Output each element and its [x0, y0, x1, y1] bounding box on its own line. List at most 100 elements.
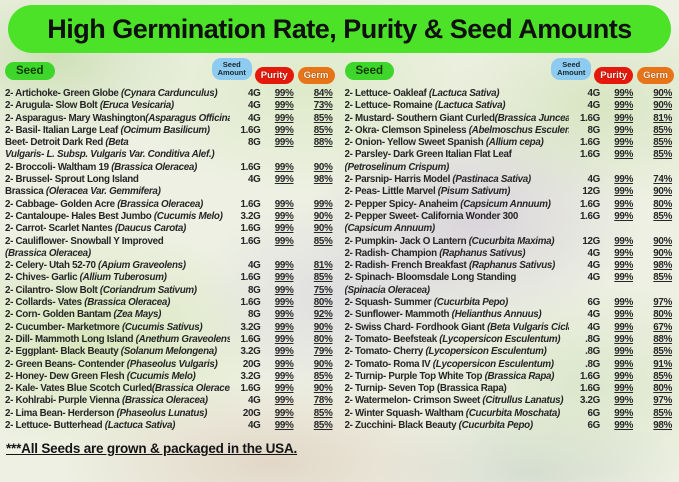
purity-value: 99%: [274, 358, 294, 370]
seed-row: 2- Cabbage- Golden Acre (Brassica Olerac…: [5, 199, 335, 211]
purity-value: 99%: [614, 210, 633, 222]
seed-name: 2- Lettuce- Butterhead (Lactuca Sativa): [5, 420, 176, 432]
seed-name: 2- Winter Squash- Waltham (Cucurbita Mos…: [344, 407, 561, 419]
seed-amount-value: 1.6G: [240, 161, 261, 173]
seed-amount-value: 8G: [248, 309, 261, 321]
seed-name: 2- Kohlrabi- Purple Vienna (Brassica Ole…: [5, 395, 208, 407]
seed-name: 2- Carrot- Scarlet Nantes (Daucus Carota…: [5, 223, 186, 235]
germ-value: 85%: [313, 235, 333, 247]
seed-row: 2- Mustard- Southern Giant Curled(Brassi…: [345, 113, 675, 125]
germ-value: 99%: [313, 198, 333, 210]
seed-row: 2- Cantaloupe- Hales Best Jumbo (Cucumis…: [5, 211, 335, 223]
seed-name: 2- Honey- Dew Green Flesh (Cucumis Melo): [5, 370, 196, 382]
germ-value: 90%: [653, 247, 672, 259]
seed-amount-value: 4G: [587, 247, 601, 259]
seed-row: 2- Dill- Mammoth Long Island (Anethum Gr…: [5, 334, 335, 346]
germ-value: 91%: [653, 358, 672, 370]
seed-name: 2- Lima Bean- Herderson (Phaseolus Lunat…: [5, 407, 208, 419]
seed-row: 2- Tomato- Beefsteak (Lycopersicon Escul…: [345, 334, 675, 346]
seed-name: 2- Turnip- Seven Top (Brassica Rapa): [344, 383, 507, 395]
seed-amount-value: .8G: [585, 333, 600, 345]
germ-value: 90%: [313, 223, 333, 235]
seed-row: 2- Asparagus- Mary Washington(Asparagus …: [5, 113, 335, 125]
germ-value: 85%: [653, 272, 672, 284]
seed-name: 2- Cilantro- Slow Bolt (Coriandrum Sativ…: [5, 284, 197, 296]
seed-amount-value: 8G: [248, 284, 261, 296]
seed-name: 2- Okra- Clemson Spineless (Abelmoschus …: [344, 124, 570, 136]
seed-amount-value: .8G: [585, 358, 600, 370]
seed-row: 2- Lettuce- Oakleaf (Lactuca Sativa) 4G 99…: [345, 88, 675, 100]
seed-table: Seed Seed Amount Purity Germ 2- Artichok…: [0, 53, 679, 432]
germ-value: 85%: [313, 272, 333, 284]
germ-value: 85%: [313, 124, 333, 136]
purity-value: 99%: [614, 420, 633, 432]
right-column-header: Seed Seed Amount Purity Germ: [344, 56, 674, 86]
purity-value: 99%: [274, 260, 294, 272]
purity-value: 99%: [274, 210, 294, 222]
seed-amount-value: 1.6G: [240, 223, 261, 235]
purity-value: 99%: [274, 198, 294, 210]
seed-name: 2- Basil- Italian Large Leaf (Ocimum Bas…: [5, 124, 210, 136]
seed-row: 2- Celery- Utah 52-70 (Apium Graveolens)…: [5, 260, 335, 272]
germ-value: 90%: [653, 235, 672, 247]
seed-row: 2- Broccoli- Waltham 19 (Brassica Olerac…: [5, 162, 335, 174]
seed-name: 2- Pumpkin- Jack O Lantern (Cucurbita Ma…: [344, 235, 555, 247]
seed-row: 2- Parsley- Dark Green Italian Flat Leaf…: [345, 149, 675, 174]
seed-row: 2- Radish- Champion (Raphanus Sativus) 4G…: [345, 248, 675, 260]
seed-row: 2- Collards- Vates (Brassica Oleracea) 1.…: [5, 297, 335, 309]
germ-value: 75%: [313, 284, 333, 296]
seed-name: 2- Watermelon- Crimson Sweet (Citrullus …: [344, 395, 564, 407]
right-rows: 2- Lettuce- Oakleaf (Lactuca Sativa) 4G 99…: [345, 88, 675, 432]
purity-value: 99%: [614, 247, 633, 259]
seed-amount-value: 20G: [242, 358, 261, 370]
purity-value: 99%: [614, 149, 633, 161]
seed-amount-value: 3.2G: [240, 321, 261, 333]
germ-value: 85%: [313, 370, 333, 382]
purity-value: 99%: [274, 407, 294, 419]
seed-row: 2- Radish- French Breakfast (Raphanus Sa…: [345, 260, 675, 272]
seed-name: 2- Artichoke- Green Globe (Cynara Cardun…: [5, 88, 218, 99]
germ-value: 92%: [313, 309, 333, 321]
seed-name: 2- Collards- Vates (Brassica Oleracea): [5, 297, 171, 309]
purity-value: 99%: [614, 235, 633, 247]
seed-amount-value: 4G: [587, 260, 601, 272]
germ-value: 78%: [313, 395, 333, 407]
seed-row: 2- Honey- Dew Green Flesh (Cucumis Melo)…: [5, 371, 335, 383]
seed-name: 2- Cabbage- Golden Acre (Brassica Olerac…: [5, 198, 203, 210]
seed-amount-value: 1.6G: [240, 235, 261, 247]
germ-value: 90%: [313, 210, 333, 222]
right-column: Seed Seed Amount Purity Germ 2- Lettuce-…: [344, 53, 675, 432]
page-title: High Germination Rate, Purity & Seed Amo…: [8, 5, 671, 53]
seed-name: 2- Green Beans- Contender (Phaseolus Vul…: [5, 358, 218, 370]
germ-value: 85%: [653, 407, 672, 419]
seed-name: 2- Asparagus- Mary Washington(Asparagus …: [5, 112, 230, 124]
left-rows: 2- Artichoke- Green Globe (Cynara Cardun…: [5, 88, 335, 432]
seed-name: 2- Onion- Yellow Sweet Spanish (Allium c…: [344, 137, 544, 149]
purity-value: 99%: [614, 383, 633, 395]
germ-value: 97%: [653, 395, 672, 407]
seed-row: 2- Corn- Golden Bantam (Zea Mays) 8G 99% 92…: [5, 309, 335, 321]
germ-value: 81%: [653, 112, 672, 124]
seed-row: 2- Parsnip- Harris Model (Pastinaca Sati…: [345, 174, 675, 186]
purity-value: 99%: [614, 186, 633, 198]
seed-row: 2- Pepper Sweet- California Wonder 300 (C…: [345, 211, 675, 236]
seed-row: 2- Turnip- Purple Top White Top (Brassic…: [345, 371, 675, 383]
purity-value: 99%: [614, 112, 633, 124]
germ-value: 85%: [653, 124, 672, 136]
seed-amount-value: 4G: [248, 100, 261, 112]
germ-value: 67%: [653, 321, 672, 333]
seed-name: 2- Tomato- Cherry (Lycopersicon Esculent…: [344, 346, 547, 358]
seed-row: 2- Artichoke- Green Globe (Cynara Cardun…: [5, 88, 335, 100]
germ-value: 98%: [653, 260, 672, 272]
germ-value: 90%: [653, 100, 672, 112]
seed-name: 2- Broccoli- Waltham 19 (Brassica Olerac…: [5, 161, 198, 173]
purity-value: 99%: [274, 124, 294, 136]
seed-row: 2- Zucchini- Black Beauty (Cucurbita Pep…: [345, 420, 675, 432]
seed-name: 2- Dill- Mammoth Long Island (Anethum Gr…: [5, 333, 230, 345]
purity-value: 99%: [274, 223, 294, 235]
seed-amount-value: 12G: [582, 235, 600, 247]
seed-name: 2- Zucchini- Black Beauty (Cucurbita Pep…: [344, 420, 534, 432]
seed-row: 2- Kale- Vates Blue Scotch Curled(Brassi…: [5, 383, 335, 395]
seed-name: 2- Turnip- Purple Top White Top (Brassic…: [344, 370, 555, 382]
germ-value: 80%: [653, 198, 672, 210]
